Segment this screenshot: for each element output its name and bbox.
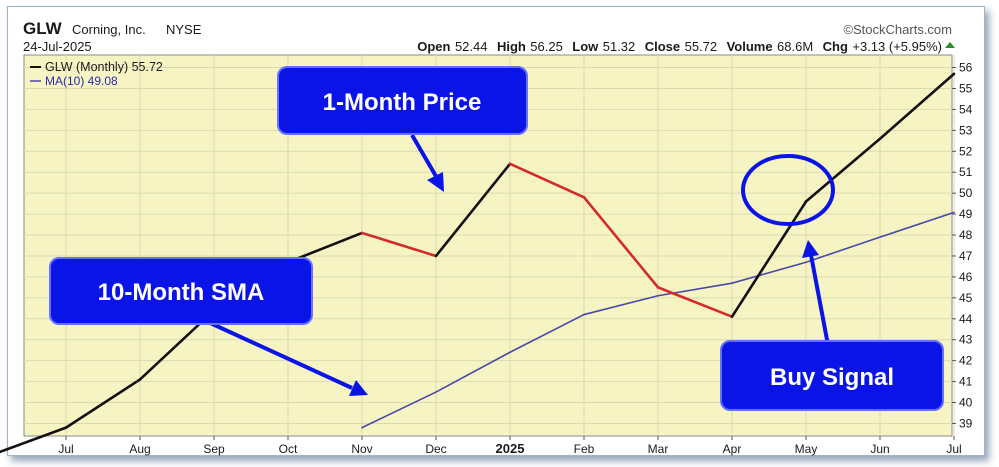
volume-label: Volume [727, 39, 773, 54]
y-tick-label: 47 [959, 249, 973, 263]
high-label: High [497, 39, 526, 54]
callout-buy-label: Buy Signal [770, 364, 894, 391]
price-segment [434, 162, 512, 258]
x-tick-label: May [795, 442, 818, 456]
x-tick-label: Nov [351, 442, 372, 456]
x-tick-label: Feb [574, 442, 595, 456]
y-tick-label: 50 [959, 186, 973, 200]
ma-segment [879, 211, 955, 238]
x-tick-label: Jul [946, 442, 961, 456]
low-value: 51.32 [603, 39, 636, 54]
legend-price: GLW (Monthly) 55.72 [45, 60, 163, 74]
y-tick-label: 40 [959, 396, 973, 410]
y-axis-ticks: 39 40 41 42 43 44 45 46 47 48 49 50 51 52 53 54 55 56 [952, 61, 973, 430]
buy-arrow-head [802, 240, 819, 258]
price-segment [730, 200, 808, 318]
ma-segment [805, 236, 881, 264]
x-tick-label: Mar [648, 442, 669, 456]
annotation-arrows [207, 133, 835, 396]
x-tick-label: Jun [870, 442, 889, 456]
price-segment [508, 162, 586, 199]
low-label: Low [572, 39, 599, 54]
company-name: Corning, Inc. [72, 22, 146, 37]
callout-price-label: 1-Month Price [323, 89, 482, 116]
ma-segment [583, 294, 659, 316]
quote-line: Open 52.44 High 56.25 Low 51.32 Close 55… [417, 38, 942, 55]
y-tick-label: 56 [959, 61, 973, 75]
y-tick-label: 51 [959, 165, 973, 179]
buy-signal-circle [741, 154, 835, 226]
y-tick-label: 44 [959, 312, 973, 326]
y-tick-label: 45 [959, 291, 973, 305]
price-segment [64, 378, 142, 429]
open-value: 52.44 [455, 39, 488, 54]
x-tick-label: Apr [723, 442, 742, 456]
ma-segment [361, 391, 437, 429]
y-tick-label: 53 [959, 123, 973, 137]
exchange-name: NYSE [166, 22, 202, 37]
legend-ma: MA(10) 49.08 [45, 74, 118, 88]
buy-arrow-line [809, 254, 830, 346]
close-label: Close [645, 39, 680, 54]
y-tick-label: 46 [959, 270, 973, 284]
callout-sma: 10-Month SMA [49, 257, 313, 325]
ma-segment [731, 261, 807, 284]
volume-value: 68.6M [777, 39, 813, 54]
y-tick-label: 55 [959, 81, 973, 95]
callout-buy: Buy Signal [720, 340, 944, 411]
sma-arrow-line [207, 320, 353, 390]
y-tick-label: 49 [959, 207, 973, 221]
open-label: Open [417, 39, 450, 54]
price-segment [878, 72, 956, 141]
price-segment [360, 231, 438, 258]
x-axis-ticks: Jul Aug Sep Oct Nov Dec 2025 Feb Mar Apr May Jun Jul [58, 436, 962, 456]
chg-value: +3.13 (+5.95%) [852, 39, 942, 54]
y-tick-label: 54 [959, 102, 973, 116]
chg-label: Chg [823, 39, 848, 54]
price-arrow-head [427, 172, 444, 192]
ma-series [361, 211, 955, 429]
ma-segment [509, 313, 585, 354]
y-tick-label: 43 [959, 333, 973, 347]
callout-price: 1-Month Price [277, 66, 528, 135]
price-segment [656, 286, 734, 318]
y-tick-label: 42 [959, 354, 973, 368]
price-series [0, 72, 956, 454]
x-tick-label: Aug [129, 442, 150, 456]
callout-sma-label: 10-Month SMA [98, 279, 265, 306]
price-segment [804, 137, 882, 203]
price-arrow-line [410, 133, 439, 180]
sma-arrow-head [349, 380, 368, 396]
y-tick-label: 41 [959, 375, 973, 389]
price-segment [0, 426, 68, 454]
x-tick-label: Jul [58, 442, 73, 456]
close-value: 55.72 [685, 39, 718, 54]
x-tick-label: 2025 [496, 441, 525, 456]
x-tick-label: Sep [203, 442, 225, 456]
chart-date: 24-Jul-2025 [23, 39, 92, 54]
y-tick-label: 48 [959, 228, 973, 242]
price-segment [582, 196, 660, 289]
x-tick-label: Oct [279, 442, 298, 456]
up-triangle-icon [945, 42, 955, 48]
y-tick-label: 39 [959, 416, 973, 430]
stockcharts-credit: ©StockCharts.com [843, 22, 952, 37]
ma-segment [435, 351, 511, 393]
ticker-symbol: GLW [23, 19, 63, 38]
high-value: 56.25 [530, 39, 563, 54]
x-tick-label: Dec [425, 442, 446, 456]
y-tick-label: 52 [959, 144, 973, 158]
